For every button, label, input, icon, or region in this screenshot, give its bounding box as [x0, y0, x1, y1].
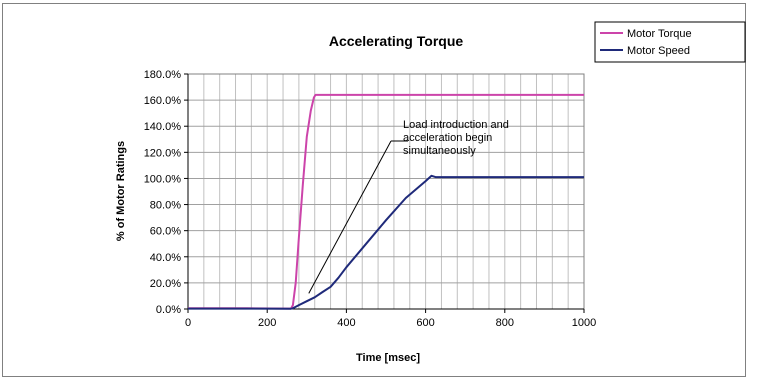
y-axis-title: % of Motor Ratings	[115, 141, 127, 241]
x-tick-label: 1000	[572, 317, 596, 329]
x-tick-label: 0	[185, 317, 191, 329]
plot-area: 0.0% 20.0% 40.0% 60.0% 80.0% 100.0% 120.0% 140.…	[144, 69, 597, 329]
series-line-motor-speed	[188, 174, 584, 310]
series-line-motor-torque	[188, 93, 584, 310]
legend-box	[594, 21, 746, 63]
chart-svg: Accelerating Torque 0.0% 20.0% 40.0% 60.0% 8…	[115, 21, 746, 364]
annotation-text-line: Load introduction and	[403, 119, 509, 131]
y-tick-label: 20.0%	[150, 278, 181, 290]
y-tick-label: 100.0%	[144, 173, 182, 185]
x-tick-label: 600	[416, 317, 434, 329]
y-tick-label: 40.0%	[150, 252, 181, 264]
legend: Motor Torque Motor Speed	[594, 21, 746, 63]
y-tick-label: 120.0%	[144, 147, 182, 159]
legend-label-motor-torque: Motor Torque	[627, 28, 692, 40]
x-tick-label: 400	[337, 317, 355, 329]
y-tick-label: 80.0%	[150, 200, 181, 212]
plot-background	[188, 74, 584, 309]
y-tick-label: 60.0%	[150, 226, 181, 238]
y-tick-label: 0.0%	[156, 304, 181, 316]
annotation-text-line: simultaneously	[403, 145, 476, 157]
y-tick-label: 180.0%	[144, 69, 182, 81]
annotation-arrow	[308, 140, 392, 294]
chart-title: Accelerating Torque	[329, 33, 464, 49]
y-tick-label: 140.0%	[144, 121, 182, 133]
x-axis-title: Time [msec]	[356, 352, 420, 364]
annotation-text-line: acceleration begin	[403, 132, 492, 144]
chart-frame: Accelerating Torque 0.0% 20.0% 40.0% 60.0% 8…	[2, 3, 746, 377]
x-tick-label: 200	[258, 317, 276, 329]
y-tick-label: 160.0%	[144, 95, 182, 107]
legend-label-motor-speed: Motor Speed	[627, 45, 690, 57]
x-tick-label: 800	[496, 317, 514, 329]
